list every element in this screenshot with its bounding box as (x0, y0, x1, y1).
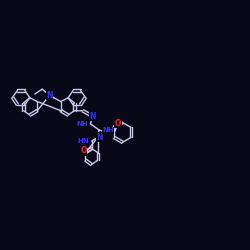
Text: NH: NH (102, 128, 114, 134)
Text: O: O (115, 119, 121, 128)
Text: O: O (80, 146, 87, 156)
Text: N: N (90, 112, 96, 121)
Text: HN: HN (78, 138, 89, 144)
Text: NH: NH (76, 121, 88, 127)
Text: N: N (96, 133, 103, 142)
Text: N: N (46, 91, 53, 100)
